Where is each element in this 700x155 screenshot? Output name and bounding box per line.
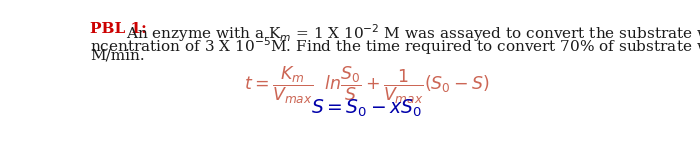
Text: PBL 1:: PBL 1: xyxy=(90,22,146,36)
Text: ncentration of 3 X 10$^{-5}$M. Find the time required to convert 70% of substrat: ncentration of 3 X 10$^{-5}$M. Find the … xyxy=(90,35,700,57)
Text: M/min.: M/min. xyxy=(90,49,144,63)
Text: $t = \dfrac{K_m}{V_{max}}\ \ ln\dfrac{S_0}{S} + \dfrac{1}{V_{max}}(S_0 - S)$: $t = \dfrac{K_m}{V_{max}}\ \ ln\dfrac{S_… xyxy=(244,65,489,106)
Text: $\mathbf{\mathit{S = S_0 - xS_0}}$: $\mathbf{\mathit{S = S_0 - xS_0}}$ xyxy=(311,98,422,119)
Text: An enzyme with a K$_m$ = 1 X 10$^{-2}$ M was assayed to convert the substrate wi: An enzyme with a K$_m$ = 1 X 10$^{-2}$ M… xyxy=(126,22,700,44)
